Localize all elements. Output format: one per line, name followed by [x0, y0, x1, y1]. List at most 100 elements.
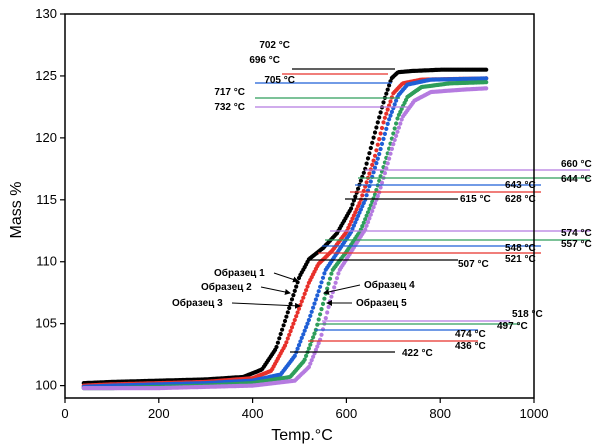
data-point [333, 280, 338, 285]
data-point [384, 166, 389, 171]
sample-label: Образец 2 [201, 281, 252, 293]
data-point [282, 318, 288, 324]
data-point [396, 125, 401, 130]
temp-annotation: 422 °C [402, 348, 433, 359]
data-point [316, 317, 321, 322]
series-5 [81, 86, 489, 391]
temp-annotation: 628 °C [505, 194, 536, 205]
data-point [360, 224, 365, 229]
data-point [284, 314, 289, 319]
data-point [274, 344, 279, 350]
data-point [387, 117, 392, 122]
data-point [398, 121, 403, 126]
data-point [311, 305, 316, 310]
data-point [287, 332, 292, 337]
data-point [319, 307, 324, 312]
x-tick-label: 0 [61, 406, 68, 421]
data-point [394, 133, 399, 138]
data-point [356, 186, 361, 191]
y-tick-label: 130 [35, 6, 57, 21]
data-point [371, 135, 376, 140]
sample-label: Образец 3 [172, 297, 223, 309]
data-point [292, 353, 297, 358]
y-axis-title: Mass % [8, 182, 25, 239]
data-point [385, 87, 390, 92]
data-point [304, 353, 309, 358]
data-point [379, 125, 385, 131]
temp-annotation: 574 °C [561, 228, 592, 239]
data-point [280, 327, 285, 332]
data-point [387, 83, 392, 88]
x-tick-label: 600 [336, 406, 358, 421]
data-point [391, 131, 396, 136]
data-point [309, 309, 314, 314]
data-point [371, 170, 376, 175]
data-point [368, 212, 373, 217]
temp-annotation: 557 °C [561, 239, 592, 250]
data-point [364, 161, 369, 166]
data-point [388, 113, 393, 118]
data-point [361, 170, 366, 175]
data-point [353, 194, 358, 199]
sample-arrow [273, 272, 299, 283]
data-point [299, 335, 304, 340]
data-point [385, 161, 390, 166]
data-point [357, 201, 362, 206]
plot-frame [64, 13, 535, 399]
data-point [285, 336, 290, 341]
data-point [385, 107, 390, 112]
data-point [388, 151, 393, 156]
data-point [377, 151, 382, 157]
data-point [315, 293, 320, 298]
ticks-group: 0 200 400 600 800 1000 100 105 110 115 120 125 130 [35, 6, 548, 421]
data-point [360, 193, 365, 198]
data-point [284, 340, 289, 345]
data-point [320, 301, 326, 306]
data-point [392, 126, 397, 131]
temp-annotation: 644 °C [561, 174, 592, 185]
data-point [382, 131, 387, 136]
series-3 [81, 76, 489, 389]
data-point [320, 327, 326, 332]
data-series-group [81, 67, 489, 391]
data-point [319, 332, 324, 337]
data-point [313, 297, 318, 302]
series-1 [81, 67, 489, 386]
data-point [309, 358, 314, 363]
data-point [334, 276, 340, 281]
data-point [374, 125, 379, 130]
data-point [364, 180, 369, 185]
data-point [389, 146, 394, 151]
data-point [295, 310, 300, 315]
sample-label: Образец 4 [364, 279, 415, 291]
data-point [399, 117, 404, 122]
data-point [367, 216, 372, 221]
data-point [377, 137, 382, 142]
x-axis-title: Temp.°C [271, 427, 333, 444]
data-point [375, 194, 380, 199]
data-point [323, 316, 328, 321]
data-point [298, 339, 303, 344]
data-point [394, 98, 399, 103]
data-point [378, 185, 383, 190]
temp-annotation: 436 °C [455, 341, 486, 352]
temp-annotation: 521 °C [505, 254, 536, 265]
data-point [294, 314, 299, 319]
data-point [484, 80, 489, 85]
data-point [384, 126, 389, 131]
data-point [379, 180, 385, 185]
y-tick-label: 105 [35, 316, 57, 331]
data-point [389, 109, 394, 114]
data-point [378, 131, 383, 136]
data-point [282, 343, 288, 348]
data-point [315, 344, 320, 349]
data-point [350, 226, 355, 231]
data-point [384, 91, 389, 96]
data-point [372, 165, 378, 170]
temp-annotation: 518 °C [512, 309, 543, 320]
data-point [312, 301, 317, 306]
data-point [304, 288, 309, 293]
data-point [312, 331, 317, 336]
data-point [308, 342, 313, 347]
x-tick-label: 1000 [520, 406, 549, 421]
